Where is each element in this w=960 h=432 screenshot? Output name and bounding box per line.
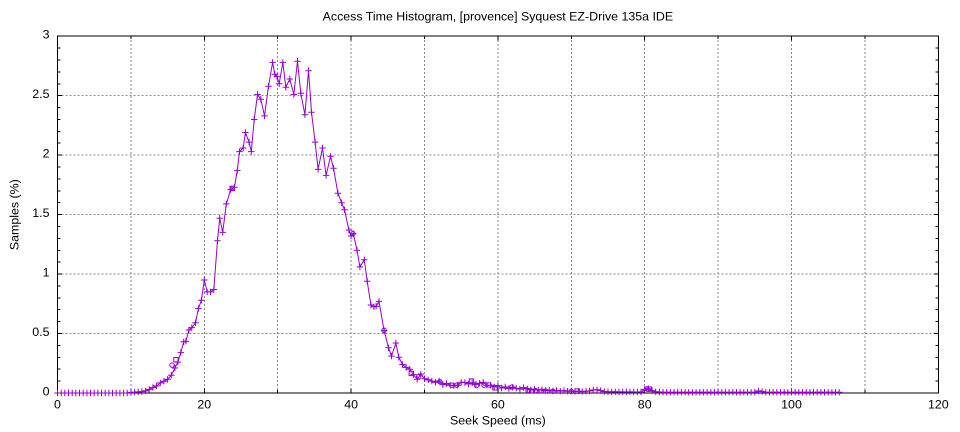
svg-text:3: 3 xyxy=(43,28,50,42)
svg-text:40: 40 xyxy=(344,398,358,412)
svg-text:80: 80 xyxy=(638,398,652,412)
svg-text:60: 60 xyxy=(491,398,505,412)
svg-text:0: 0 xyxy=(43,384,50,398)
svg-text:0: 0 xyxy=(54,398,61,412)
svg-text:120: 120 xyxy=(928,398,949,412)
svg-text:Access Time Histogram, [proven: Access Time Histogram, [provence] Syques… xyxy=(323,10,674,24)
svg-text:0.5: 0.5 xyxy=(32,325,49,339)
svg-text:2.5: 2.5 xyxy=(32,87,49,101)
svg-text:Seek Speed (ms): Seek Speed (ms) xyxy=(450,414,546,428)
svg-text:1: 1 xyxy=(43,266,50,280)
svg-text:2: 2 xyxy=(43,147,50,161)
svg-text:1.5: 1.5 xyxy=(32,206,49,220)
svg-text:20: 20 xyxy=(197,398,211,412)
svg-text:100: 100 xyxy=(781,398,802,412)
svg-text:Samples (%): Samples (%) xyxy=(7,179,21,250)
